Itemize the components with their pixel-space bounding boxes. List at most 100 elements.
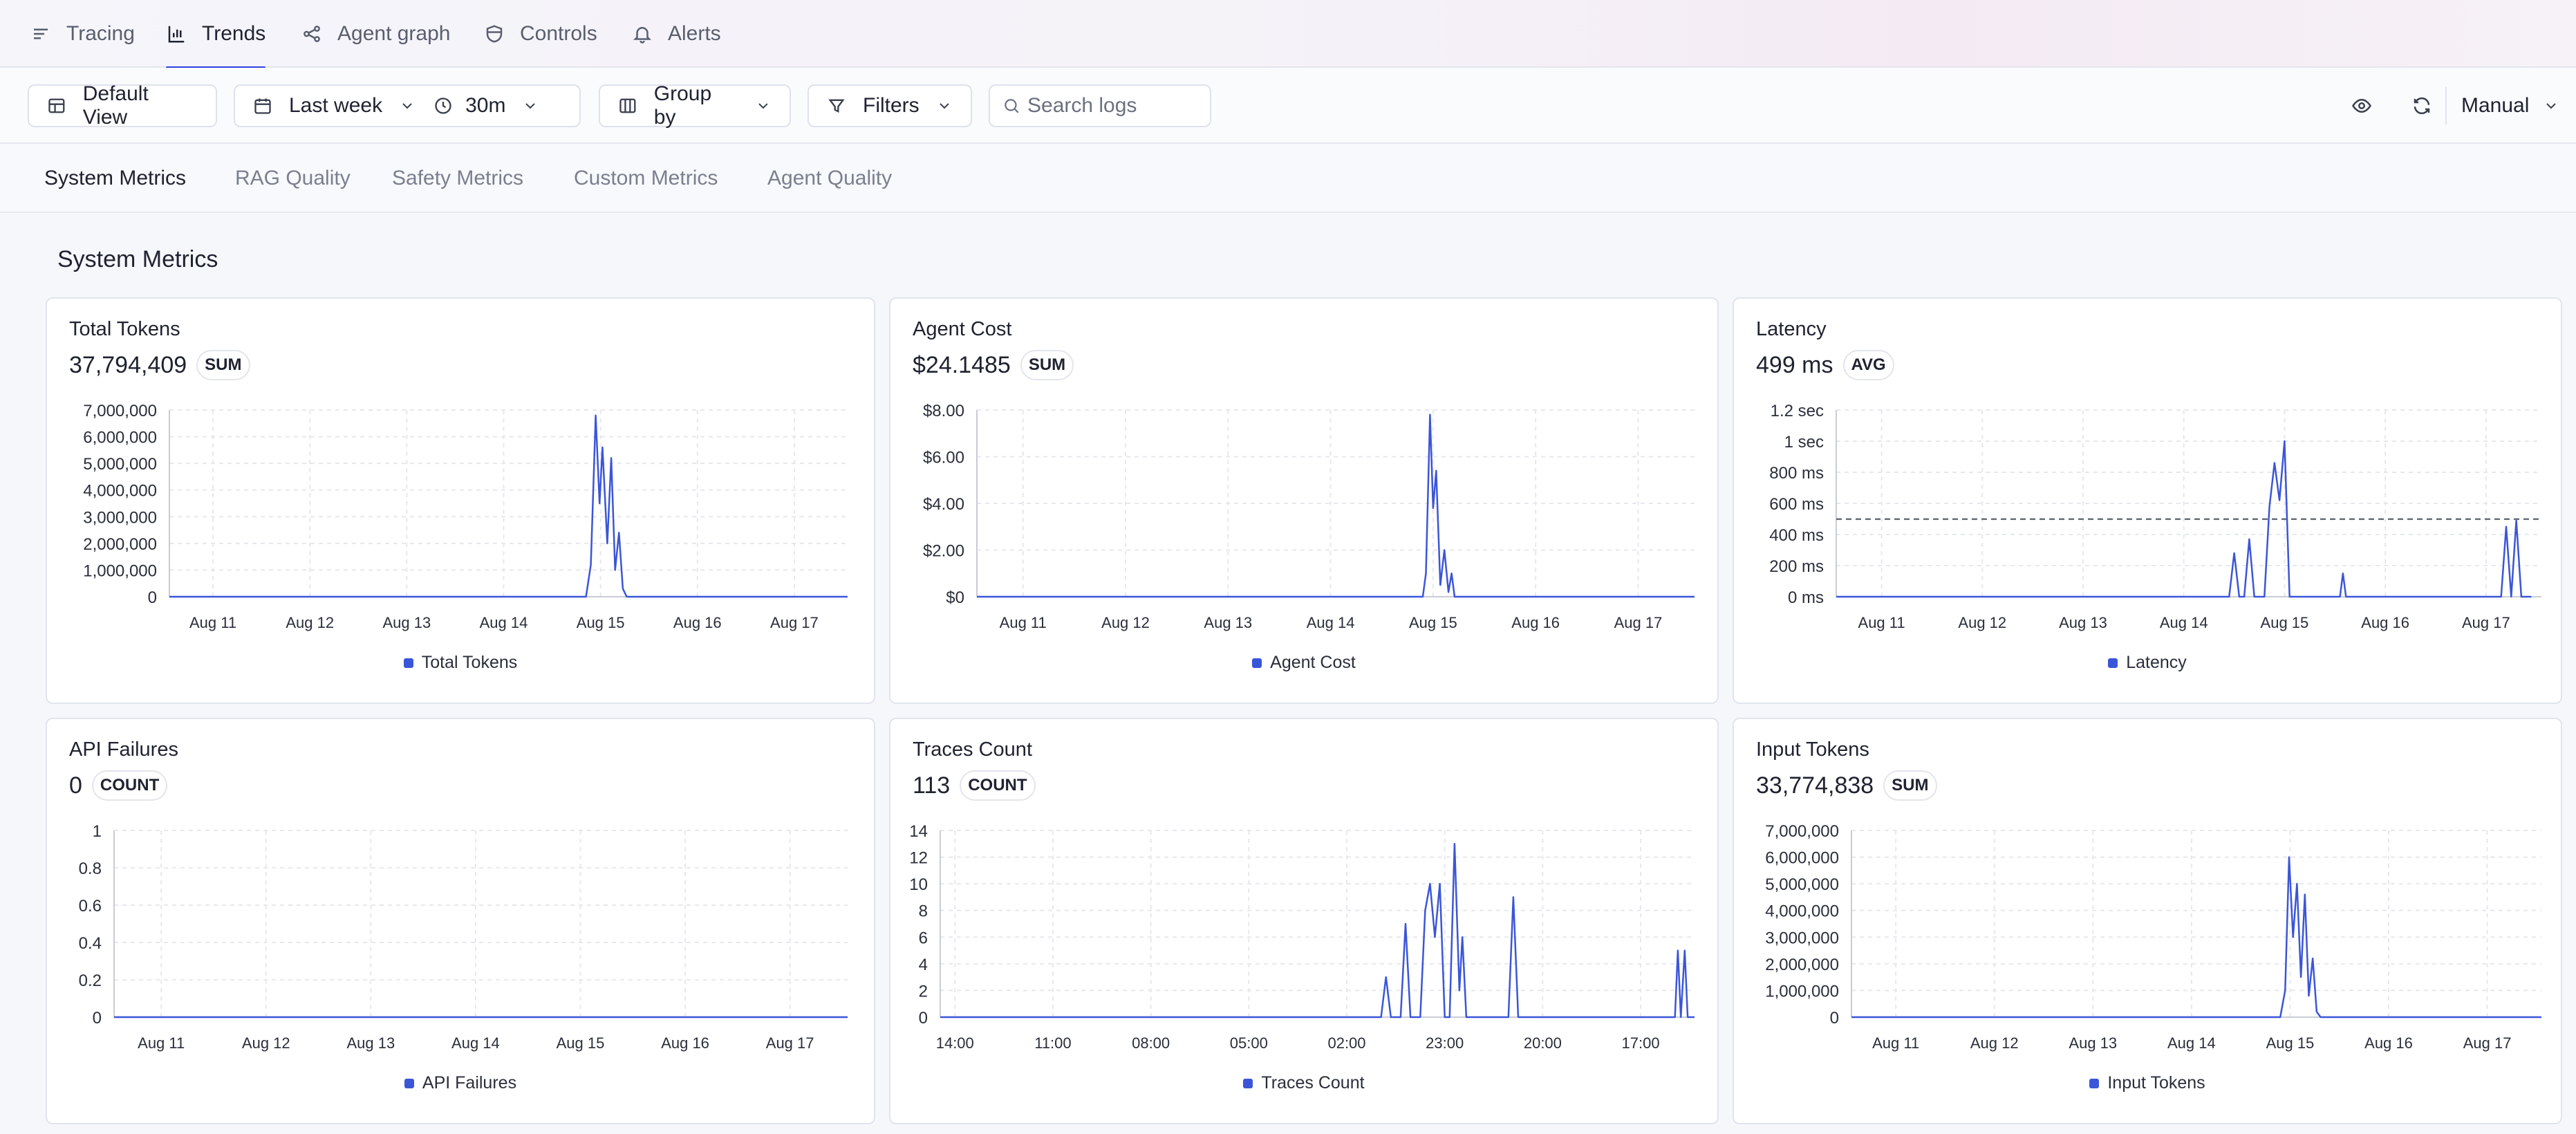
- x-tick-label: 08:00: [1132, 1034, 1170, 1052]
- x-tick-label: Aug 14: [2160, 614, 2208, 631]
- card-value: 33,774,838 SUM: [1756, 770, 1937, 801]
- filters-button[interactable]: Filters: [808, 84, 972, 127]
- x-tick-label: Aug 12: [286, 614, 334, 631]
- y-tick-label: $0: [946, 588, 964, 607]
- y-tick-label: 0.2: [79, 972, 102, 990]
- chevron-down-icon: [402, 103, 412, 109]
- x-tick-label: Aug 11: [138, 1034, 185, 1052]
- x-tick-label: Aug 11: [189, 614, 236, 631]
- x-tick-label: Aug 14: [480, 614, 528, 631]
- refresh-mode-select[interactable]: Manual: [2461, 84, 2559, 127]
- metric-tabs: System Metrics RAG Quality Safety Metric…: [0, 144, 2576, 213]
- nav-tab-alerts[interactable]: Alerts: [632, 0, 721, 68]
- tab-rag-quality[interactable]: RAG Quality: [235, 167, 351, 189]
- search-input[interactable]: [1027, 94, 1193, 118]
- metric-value: 33,774,838: [1756, 772, 1874, 799]
- layout-icon: [48, 98, 65, 113]
- y-tick-label: 3,000,000: [1765, 929, 1839, 947]
- x-tick-label: Aug 12: [1101, 614, 1150, 631]
- filter-icon: [828, 99, 845, 113]
- y-tick-label: 0: [93, 1009, 102, 1028]
- chevron-down-icon: [758, 103, 768, 109]
- nav-tab-trends[interactable]: Trends: [166, 0, 266, 69]
- interval-select[interactable]: 30m: [433, 86, 552, 126]
- x-tick-label: Aug 16: [2361, 614, 2409, 631]
- metric-card-agent-cost: Agent Cost $24.1485 SUM $0 $2.00 $4.00 $6.0…: [889, 297, 1719, 704]
- card-value: 0 COUNT: [69, 770, 168, 801]
- y-tick-label: 0.6: [79, 897, 102, 915]
- legend-swatch: [1243, 1078, 1253, 1088]
- x-tick-label: Aug 13: [2059, 614, 2107, 631]
- x-tick-label: 11:00: [1034, 1034, 1071, 1052]
- x-tick-label: 23:00: [1426, 1034, 1464, 1052]
- x-tick-label: Aug 14: [451, 1034, 500, 1052]
- nav-tab-label: Trends: [202, 22, 266, 45]
- tab-agent-quality[interactable]: Agent Quality: [767, 167, 893, 189]
- section-title: System Metrics: [57, 246, 218, 272]
- nav-tab-agent-graph[interactable]: Agent graph: [301, 0, 450, 68]
- y-tick-label: $6.00: [923, 449, 964, 467]
- chart-legend: Latency: [1734, 653, 2561, 673]
- nav-tab-tracing[interactable]: Tracing: [30, 0, 135, 68]
- legend-swatch: [2089, 1078, 2100, 1088]
- x-tick-label: Aug 11: [1000, 614, 1047, 631]
- series-line: [1836, 440, 2532, 598]
- y-tick-label: 0: [1830, 1009, 1839, 1028]
- line-chart: 0 ms 200 ms 400 ms 600 ms 800 ms 1 sec 1.2 sec…: [1769, 402, 2541, 631]
- card-value: 37,794,409 SUM: [69, 350, 250, 380]
- y-tick-label: 7,000,000: [83, 402, 157, 420]
- x-tick-label: 05:00: [1230, 1034, 1268, 1052]
- y-tick-label: 2,000,000: [1765, 956, 1839, 974]
- x-tick-label: Aug 13: [382, 614, 431, 631]
- chevron-down-icon: [939, 103, 949, 109]
- date-range-select[interactable]: Last week: [235, 86, 433, 126]
- metric-card-traces-count: Traces Count 113 COUNT 0 2 4 6 8 10 12 14 14:00 1…: [889, 718, 1719, 1124]
- series-line: [1851, 856, 2541, 1019]
- card-title: API Failures: [69, 738, 178, 761]
- series-line: [977, 413, 1695, 598]
- x-tick-label: Aug 16: [1511, 614, 1560, 631]
- refresh-button[interactable]: [2400, 84, 2443, 127]
- y-tick-label: 3,000,000: [83, 508, 157, 527]
- metric-card-total-tokens: Total Tokens 37,794,409 SUM 0 1,000,000 2,…: [46, 297, 875, 704]
- group-by-button[interactable]: Group by: [599, 82, 791, 129]
- line-chart: 0 1,000,000 2,000,000 3,000,000 4,000,000 5,0…: [1765, 822, 2541, 1052]
- y-tick-label: 5,000,000: [1765, 875, 1839, 894]
- legend-label: API Failures: [422, 1073, 517, 1093]
- default-view-label: Default View: [82, 82, 149, 129]
- x-tick-label: Aug 15: [2261, 614, 2309, 631]
- x-tick-label: Aug 12: [1958, 614, 2006, 631]
- tab-system-metrics[interactable]: System Metrics: [44, 167, 187, 189]
- y-tick-label: 14: [909, 822, 928, 841]
- tab-custom-metrics[interactable]: Custom Metrics: [574, 167, 718, 189]
- x-tick-label: Aug 17: [1614, 614, 1663, 631]
- default-view-button[interactable]: Default View: [28, 82, 217, 129]
- x-tick-label: Aug 15: [1409, 614, 1457, 631]
- line-chart: 0 2 4 6 8 10 12 14 14:00 11:00 08:00 05:00 02:00 23:0…: [909, 822, 1695, 1052]
- visibility-button[interactable]: [2340, 84, 2383, 127]
- legend-label: Total Tokens: [421, 653, 518, 672]
- y-tick-label: 10: [909, 875, 928, 894]
- y-tick-label: 6,000,000: [1765, 849, 1839, 868]
- chevron-down-icon: [2546, 103, 2557, 109]
- y-tick-label: 7,000,000: [1765, 822, 1839, 841]
- x-tick-label: 20:00: [1524, 1034, 1562, 1052]
- y-tick-label: $2.00: [923, 542, 964, 561]
- group-by-label: Group by: [653, 82, 712, 129]
- shield-icon: [486, 25, 503, 43]
- x-tick-label: Aug 11: [1872, 1034, 1919, 1052]
- calendar-icon: [254, 98, 271, 114]
- metric-card-input-tokens: Input Tokens 33,774,838 SUM 0 1,000,000 2,…: [1733, 718, 2562, 1124]
- card-title: Latency: [1756, 318, 1827, 340]
- nav-tab-controls[interactable]: Controls: [484, 0, 597, 68]
- aggregation-badge: SUM: [1883, 770, 1937, 801]
- y-tick-label: 0 ms: [1788, 588, 1824, 607]
- card-title: Input Tokens: [1756, 738, 1869, 761]
- x-tick-label: 17:00: [1622, 1034, 1660, 1052]
- tab-safety-metrics[interactable]: Safety Metrics: [392, 167, 524, 189]
- x-tick-label: Aug 15: [557, 1034, 605, 1052]
- x-tick-label: Aug 17: [2462, 614, 2510, 631]
- y-tick-label: 1,000,000: [1765, 982, 1839, 1001]
- line-chart: 0 0.2 0.4 0.6 0.8 1 Aug 11 Aug 12 Aug 13 Aug 14 Au…: [79, 822, 848, 1052]
- y-tick-label: $4.00: [923, 495, 964, 514]
